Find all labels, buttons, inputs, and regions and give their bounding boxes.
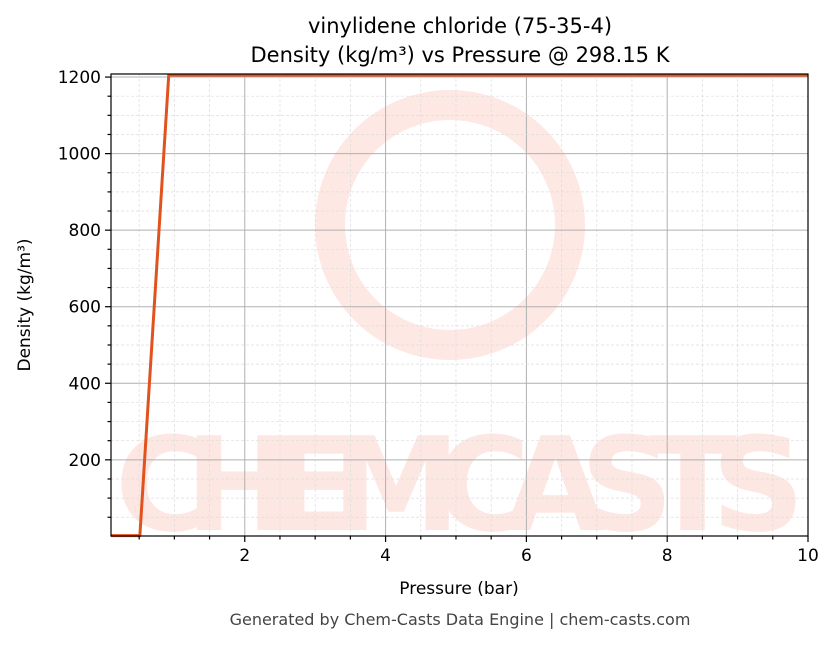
chart-title: vinylidene chloride (75-35-4) <box>308 14 612 38</box>
plot-frame <box>110 73 809 537</box>
x-tick-label: 6 <box>521 546 532 566</box>
x-tick-label: 2 <box>239 546 250 566</box>
watermark-logo-circle <box>315 90 585 360</box>
x-tick-label: 8 <box>662 546 673 566</box>
x-tick-label: 4 <box>380 546 391 566</box>
chart-subtitle: Density (kg/m³) vs Pressure @ 298.15 K <box>250 43 670 67</box>
footer-credit: Generated by Chem-Casts Data Engine | ch… <box>230 610 691 629</box>
y-tick-label: 1200 <box>58 68 101 88</box>
y-tick-label: 400 <box>69 374 101 394</box>
y-tick-label: 600 <box>69 298 101 318</box>
watermark-text: CHEMCASTS <box>115 409 805 561</box>
y-tick-label: 800 <box>69 221 101 241</box>
y-axis-label: Density (kg/m³) <box>15 238 35 371</box>
x-axis-label: Pressure (bar) <box>399 579 518 599</box>
x-tick-label: 10 <box>797 546 819 566</box>
y-tick-label: 1000 <box>58 145 101 165</box>
watermark: CHEMCASTS <box>115 90 805 561</box>
y-tick-label: 200 <box>69 451 101 471</box>
